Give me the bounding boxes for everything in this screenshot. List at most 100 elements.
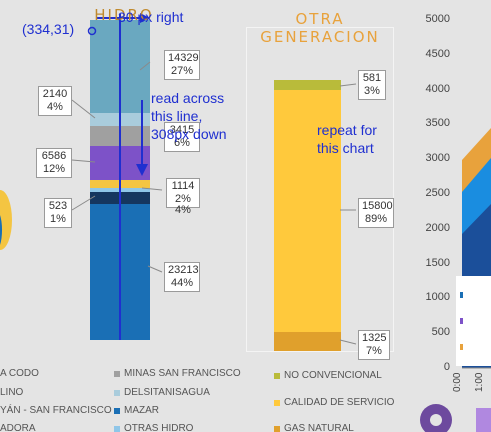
- callout-581: 581 3%: [358, 70, 386, 100]
- y-tick-label: 5000: [425, 13, 450, 25]
- logo-gear-icon: [420, 404, 491, 432]
- annotation-right-arrowhead: [140, 13, 150, 23]
- annotation-coordinate: (334,31): [22, 21, 75, 37]
- y-tick-label: 2000: [425, 221, 450, 234]
- legend-item: YÁN - SAN FRANCISCO: [0, 405, 112, 416]
- pie-fragment-left: [0, 190, 12, 250]
- legend-label: MAZAR: [124, 405, 159, 416]
- x-tick-label: 1:00: [474, 372, 485, 392]
- legend-item: OTRAS HIDRO: [114, 423, 193, 432]
- pie-fragment-left-edge: [0, 215, 3, 245]
- data-label-pct: 1%: [50, 213, 66, 225]
- leader-523: [71, 195, 96, 211]
- legend-swatch: [274, 399, 280, 406]
- data-label-value: 523: [48, 200, 68, 212]
- y-tick-label: 2500: [425, 187, 450, 199]
- legend-swatch: [274, 372, 280, 379]
- bar-segment: [274, 90, 341, 332]
- annotation-repeat-1: repeat for: [317, 122, 377, 138]
- hidro-chart-title: HIDRO: [94, 6, 154, 24]
- legend-item: GAS NATURAL: [274, 423, 354, 432]
- legend-item: CALIDAD DE SERVICIO: [274, 397, 394, 408]
- data-label-value: 2140: [42, 88, 68, 100]
- leader-1114: [141, 187, 163, 191]
- y-tick-label: 1000: [425, 291, 450, 304]
- callout-23213: 23213 44%: [164, 262, 200, 292]
- callout-leaders: [71, 61, 357, 345]
- legend-swatch: [114, 389, 120, 396]
- legend-item: ADORA: [0, 423, 36, 432]
- data-label-pct: 4%: [47, 101, 63, 113]
- data-label-pct: 3%: [364, 85, 380, 97]
- area-legend-swatch-3: [460, 344, 463, 350]
- legend-label: YÁN - SAN FRANCISCO: [0, 405, 112, 416]
- legend-label: DELSITANISAGUA: [124, 387, 210, 398]
- legend-label: CALIDAD DE SERVICIO: [284, 397, 395, 408]
- callout-1114: 1114 2%: [166, 178, 200, 208]
- legend-item: A CODO: [0, 368, 39, 379]
- y-tick-label: 3000: [425, 152, 450, 165]
- legend-item: DELSITANISAGUA: [114, 387, 210, 398]
- data-label-pct: 7%: [366, 345, 382, 357]
- otra-stacked-bar: [274, 80, 341, 352]
- legend-label: ADORA: [0, 423, 36, 432]
- legend-swatch: [114, 370, 120, 377]
- legend-label: LINO: [0, 387, 24, 398]
- data-label-value: 23213: [168, 264, 199, 276]
- data-label-pct: 12%: [42, 163, 66, 175]
- leader-2140: [71, 99, 96, 119]
- legend-label: OTRAS HIDRO: [124, 423, 194, 432]
- legend-label: A CODO: [0, 368, 39, 379]
- leader-23213: [147, 265, 163, 273]
- area-chart-right: [456, 18, 491, 370]
- legend-item: LINO: [0, 387, 23, 398]
- data-label-pct: 27%: [170, 65, 194, 77]
- data-label-value: 1114: [171, 180, 195, 192]
- annotation-right-note: 30 px right: [118, 9, 184, 25]
- legend-item: MAZAR: [114, 405, 159, 416]
- data-label-value: 6586: [41, 150, 67, 162]
- data-label-pct: 44%: [170, 277, 194, 289]
- data-label-pct: 2%: [175, 193, 191, 205]
- legend-label: MINAS SAN FRANCISCO: [124, 368, 241, 379]
- y-tick-label: 4000: [425, 82, 450, 95]
- data-label-value: 15800: [362, 200, 393, 212]
- y-tick-label: 0: [443, 361, 450, 373]
- legend-swatch: [114, 407, 120, 414]
- annotation-guides: [87, 13, 150, 340]
- legend-label: GAS NATURAL: [284, 423, 354, 432]
- callout-2140: 2140 4%: [38, 86, 72, 116]
- annotation-down-note-3: 308px down: [151, 126, 227, 142]
- data-label-value: 581: [362, 72, 382, 84]
- leader-1325: [339, 339, 357, 345]
- area-legend-swatch-2: [460, 318, 463, 324]
- annotation-down-arrowhead: [136, 164, 148, 176]
- bar-segment: [274, 80, 341, 90]
- area-legend-swatch-1: [460, 292, 463, 298]
- data-label-value: 14329: [168, 52, 199, 64]
- y-tick-label: 1500: [425, 256, 450, 269]
- legend-item: NO CONVENCIONAL: [274, 370, 382, 381]
- callout-14329: 14329 27%: [164, 50, 200, 80]
- otra-title-line2: GENERACION: [260, 28, 380, 46]
- bar-segment: [274, 332, 341, 352]
- y-tick-label: 4500: [425, 47, 450, 60]
- y-tick-label: 500: [431, 326, 450, 339]
- callout-6586: 6586 12%: [36, 148, 72, 178]
- legend-swatch: [114, 425, 120, 432]
- legend-label: NO CONVENCIONAL: [284, 370, 382, 381]
- callout-1325: 1325 7%: [358, 330, 390, 360]
- annotation-origin-marker: [87, 26, 97, 36]
- callout-523: 523 1%: [44, 198, 72, 228]
- otra-chart-frame: [246, 27, 394, 352]
- annotation-down-note-2: this line,: [151, 108, 203, 124]
- otra-title-line1: OTRA: [295, 10, 345, 28]
- y-tick-label: 3500: [425, 117, 450, 130]
- leader-14329: [139, 61, 151, 71]
- data-label-value: 3415: [169, 124, 195, 136]
- otra-chart-title: OTRA GENERACION: [246, 10, 394, 46]
- legend-swatch: [274, 425, 280, 432]
- callout-3415: 3415 6%: [164, 122, 200, 152]
- annotation-repeat-2: this chart: [317, 140, 374, 156]
